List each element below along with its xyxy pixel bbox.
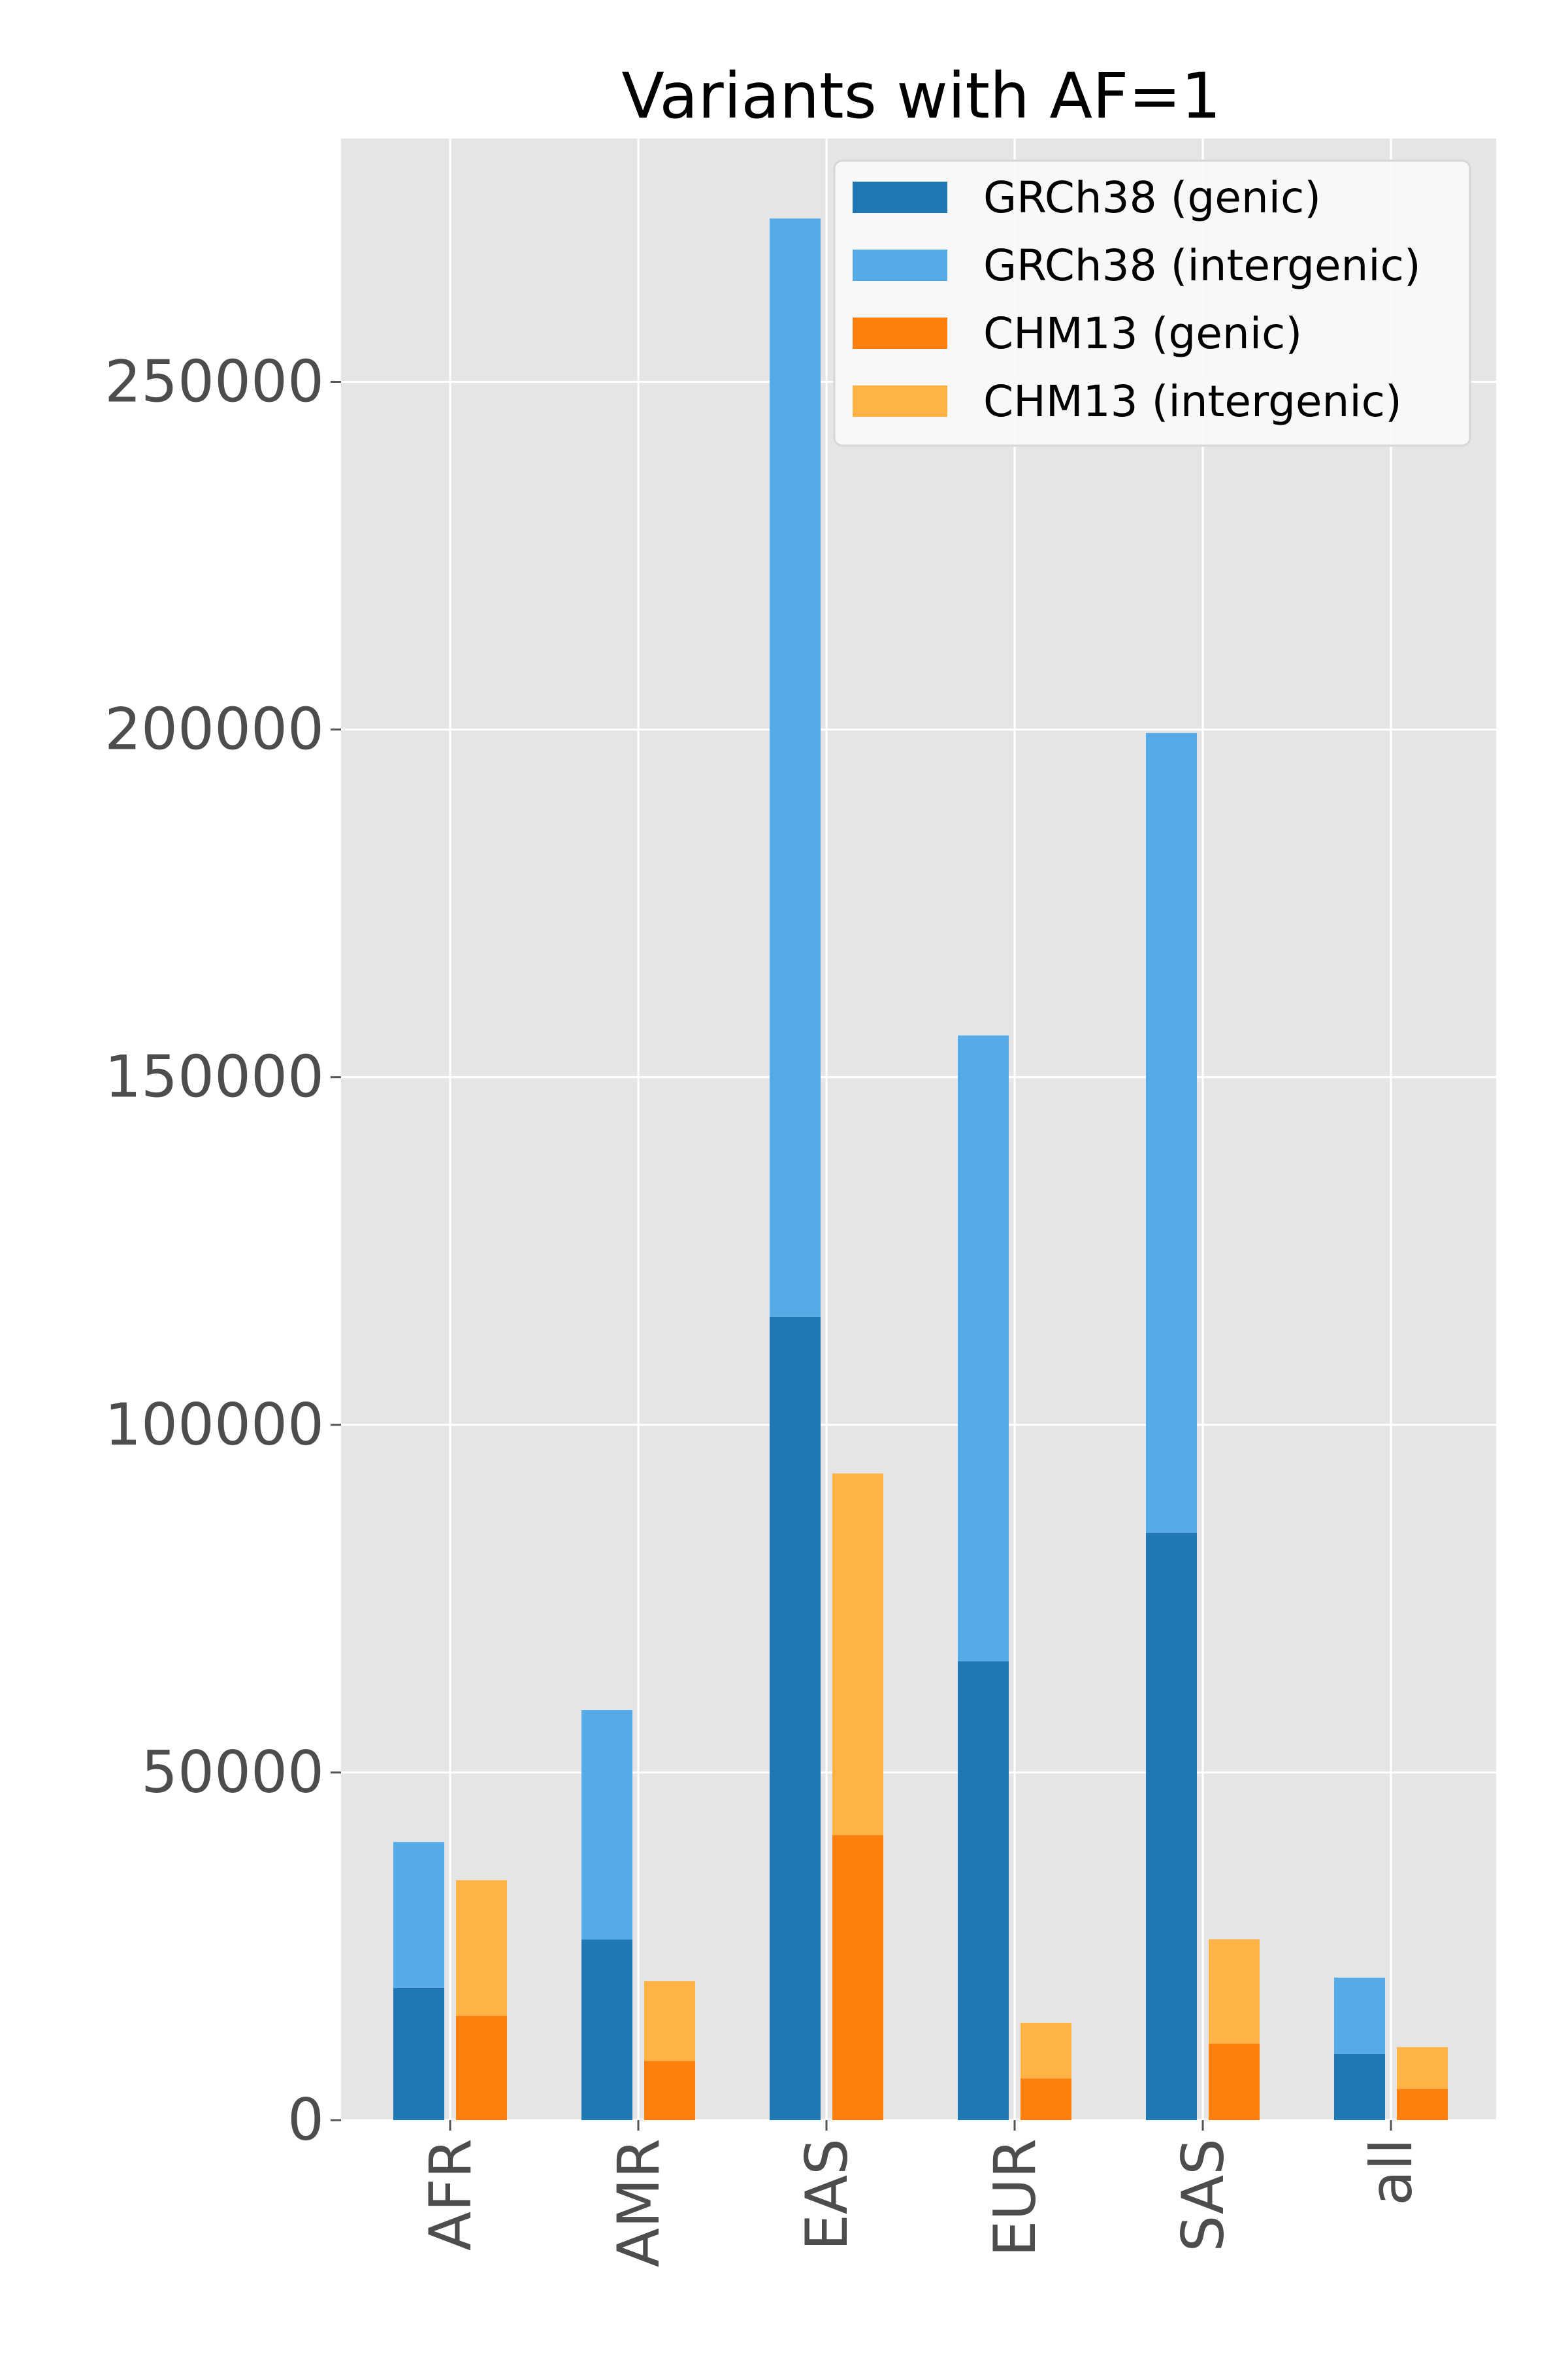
bar-grch38-intergenic-sas: [1146, 732, 1197, 1533]
legend-label: CHM13 (intergenic): [983, 376, 1402, 427]
x-tick-label: SAS: [1169, 2138, 1237, 2252]
bar-grch38-intergenic-afr: [393, 1842, 444, 1988]
bar-chm13-genic-eur: [1021, 2078, 1071, 2120]
bar-grch38-intergenic-eur: [958, 1035, 1009, 1661]
bar-chm13-intergenic-eur: [1021, 2023, 1071, 2079]
bar-chm13-intergenic-all: [1397, 2047, 1448, 2089]
legend-label: GRCh38 (intergenic): [983, 240, 1421, 291]
bar-grch38-genic-eur: [958, 1661, 1009, 2120]
bar-grch38-genic-sas: [1146, 1532, 1197, 2120]
x-tick-label: AFR: [417, 2138, 484, 2251]
legend-swatch: [853, 182, 947, 213]
legend-swatch: [853, 250, 947, 281]
x-tick-label: AMR: [605, 2138, 672, 2267]
bar-grch38-intergenic-eas: [770, 218, 821, 1317]
y-tick-label: 200000: [105, 696, 324, 763]
bar-chm13-genic-eas: [832, 1835, 883, 2120]
y-tick-label: 0: [287, 2086, 324, 2153]
x-tick-label: EUR: [981, 2138, 1049, 2257]
bar-grch38-genic-afr: [393, 1988, 444, 2120]
bar-grch38-intergenic-all: [1334, 1977, 1385, 2054]
bar-chm13-genic-afr: [456, 2016, 507, 2120]
bar-chm13-genic-amr: [644, 2061, 695, 2120]
bar-grch38-genic-all: [1334, 2053, 1385, 2120]
chart-title: Variants with AF=1: [621, 59, 1221, 133]
y-tick-label: 250000: [105, 348, 324, 415]
x-tick-label: all: [1358, 2138, 1425, 2206]
bar-chm13-intergenic-sas: [1209, 1939, 1260, 2044]
bar-chm13-intergenic-amr: [644, 1981, 695, 2061]
legend-label: GRCh38 (genic): [983, 172, 1321, 223]
bar-grch38-genic-eas: [770, 1317, 821, 2120]
y-tick-label: 150000: [105, 1043, 324, 1111]
legend-swatch: [853, 318, 947, 349]
y-tick-label: 100000: [105, 1391, 324, 1458]
bar-chm13-intergenic-eas: [832, 1473, 883, 1835]
bar-chm13-intergenic-afr: [456, 1880, 507, 2016]
bar-chm13-genic-sas: [1209, 2043, 1260, 2120]
y-tick-label: 50000: [141, 1739, 324, 1806]
legend-label: CHM13 (genic): [983, 308, 1302, 359]
bar-chm13-genic-all: [1397, 2089, 1448, 2120]
x-tick-label: EAS: [793, 2138, 860, 2251]
legend-box: [833, 159, 1471, 447]
bar-grch38-genic-amr: [581, 1939, 632, 2120]
bar-grch38-intergenic-amr: [581, 1710, 632, 1940]
legend-swatch: [853, 385, 947, 417]
plot-area: [341, 139, 1496, 2120]
